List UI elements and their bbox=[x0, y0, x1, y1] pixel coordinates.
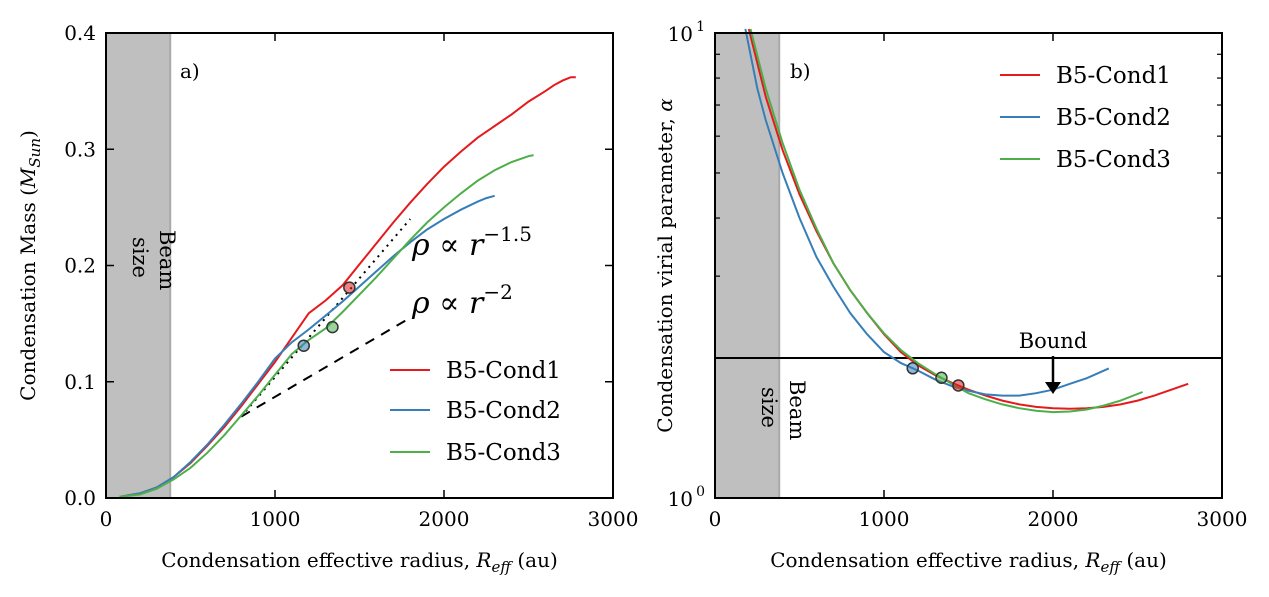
legend-label-cond3: B5-Cond3 bbox=[1056, 147, 1171, 173]
panel-a: 0 1000 2000 3000 0.0 0.1 0.2 0.3 0.4 a) Beam siz… bbox=[16, 21, 638, 576]
x-tick-label: 2000 bbox=[1028, 507, 1079, 531]
y-tick-label-exponent: 1 bbox=[696, 19, 705, 35]
series-line-B5-Cond2 bbox=[119, 194, 495, 498]
panel-label: b) bbox=[790, 59, 811, 83]
x-axis-label: Condensation effective radius, Reff (au) bbox=[770, 548, 1167, 576]
y-tick-label: 0.2 bbox=[64, 254, 96, 278]
y-axis-label: Condensation Mass (MSun) bbox=[16, 130, 44, 401]
y-tick-label: 0.3 bbox=[64, 137, 96, 161]
guide-label-r-2: ρ ∝ r−2 bbox=[411, 280, 513, 321]
guide-label-math: ρ ∝ r bbox=[411, 228, 485, 263]
y-axis-label-symbol: M bbox=[16, 167, 40, 189]
y-axis-label-symbol: α bbox=[653, 98, 677, 112]
x-axis-label-symbol: R bbox=[1084, 548, 1100, 572]
x-tick-label: 0 bbox=[709, 507, 722, 531]
x-axis-label-text: Condensation effective radius, bbox=[161, 548, 476, 572]
beam-label-line1: Beam bbox=[155, 230, 179, 290]
x-tick-label: 3000 bbox=[1197, 507, 1248, 531]
y-axis-label: Condensation virial parameter, α bbox=[653, 98, 677, 433]
legend-label-cond3: B5-Cond3 bbox=[446, 440, 561, 466]
y-axis-label-text: Condensation Mass ( bbox=[16, 188, 40, 401]
bound-label: Bound bbox=[1019, 329, 1088, 353]
beam-label-line2: size bbox=[757, 387, 781, 428]
x-axis-label-unit: (au) bbox=[1120, 548, 1167, 572]
y-tick-label-exponent: 0 bbox=[696, 484, 705, 500]
y-tick-label: 10 bbox=[668, 487, 693, 511]
legend-label-cond2: B5-Cond2 bbox=[446, 398, 561, 424]
legend-label-cond1: B5-Cond1 bbox=[446, 358, 561, 384]
series-marker-B5-Cond2 bbox=[906, 362, 919, 375]
y-axis-label-text: Condensation virial parameter, bbox=[653, 112, 677, 433]
y-tick-label: 0.0 bbox=[64, 486, 96, 510]
y-axis-label-close: ) bbox=[16, 130, 40, 138]
guide-label-r-1.5: ρ ∝ r−1.5 bbox=[411, 222, 532, 263]
plot-frame bbox=[714, 32, 1223, 499]
arrow-head bbox=[1045, 382, 1061, 395]
series-markers bbox=[297, 281, 356, 352]
series-marker-B5-Cond3 bbox=[935, 371, 948, 384]
series-markers bbox=[906, 362, 965, 392]
x-axis-label-subscript: eff bbox=[1100, 558, 1122, 576]
beam-size-band bbox=[106, 33, 171, 498]
series-line-B5-Cond3 bbox=[119, 154, 534, 498]
series-marker-B5-Cond2 bbox=[297, 339, 310, 352]
x-axis-label-unit: (au) bbox=[511, 548, 558, 572]
guide-label-exponent: −2 bbox=[483, 280, 512, 304]
y-tick-label: 0.1 bbox=[64, 370, 96, 394]
bound-arrow bbox=[1045, 356, 1061, 395]
plot-frame bbox=[105, 32, 614, 499]
guide-label-math: ρ ∝ r bbox=[411, 286, 485, 321]
beam-size-band bbox=[715, 33, 780, 498]
beam-label-line1: Beam bbox=[785, 380, 809, 440]
x-tick-label: 3000 bbox=[588, 507, 639, 531]
power-law-guides bbox=[240, 218, 411, 418]
legend-label-cond1: B5-Cond1 bbox=[1056, 63, 1171, 89]
series-marker-B5-Cond1 bbox=[343, 281, 356, 294]
x-tick-label: 1000 bbox=[859, 507, 910, 531]
legend: B5-Cond1 B5-Cond2 B5-Cond3 bbox=[390, 358, 561, 466]
x-tick-label: 0 bbox=[100, 507, 113, 531]
guide-label-exponent: −1.5 bbox=[483, 222, 532, 246]
panel-label: a) bbox=[180, 59, 200, 83]
guide-line-dotted bbox=[240, 218, 411, 418]
series-marker-B5-Cond1 bbox=[952, 379, 965, 392]
x-axis-label-subscript: eff bbox=[491, 558, 513, 576]
beam-label-line2: size bbox=[128, 237, 152, 278]
series-marker-B5-Cond3 bbox=[326, 320, 339, 334]
y-tick-label: 0.4 bbox=[64, 21, 96, 45]
y-tick-label: 10 bbox=[668, 22, 693, 46]
x-tick-label: 1000 bbox=[250, 507, 301, 531]
legend-label-cond2: B5-Cond2 bbox=[1056, 105, 1171, 131]
x-axis-label-symbol: R bbox=[475, 548, 491, 572]
legend: B5-Cond1 B5-Cond2 B5-Cond3 bbox=[1000, 63, 1171, 173]
y-axis-label-subscript: Sun bbox=[26, 138, 44, 168]
x-tick-label: 2000 bbox=[419, 507, 470, 531]
x-axis-label: Condensation effective radius, Reff (au) bbox=[161, 548, 558, 576]
x-axis-label-text: Condensation effective radius, bbox=[770, 548, 1085, 572]
guide-line-dashed bbox=[240, 316, 411, 418]
series-lines bbox=[119, 76, 576, 498]
